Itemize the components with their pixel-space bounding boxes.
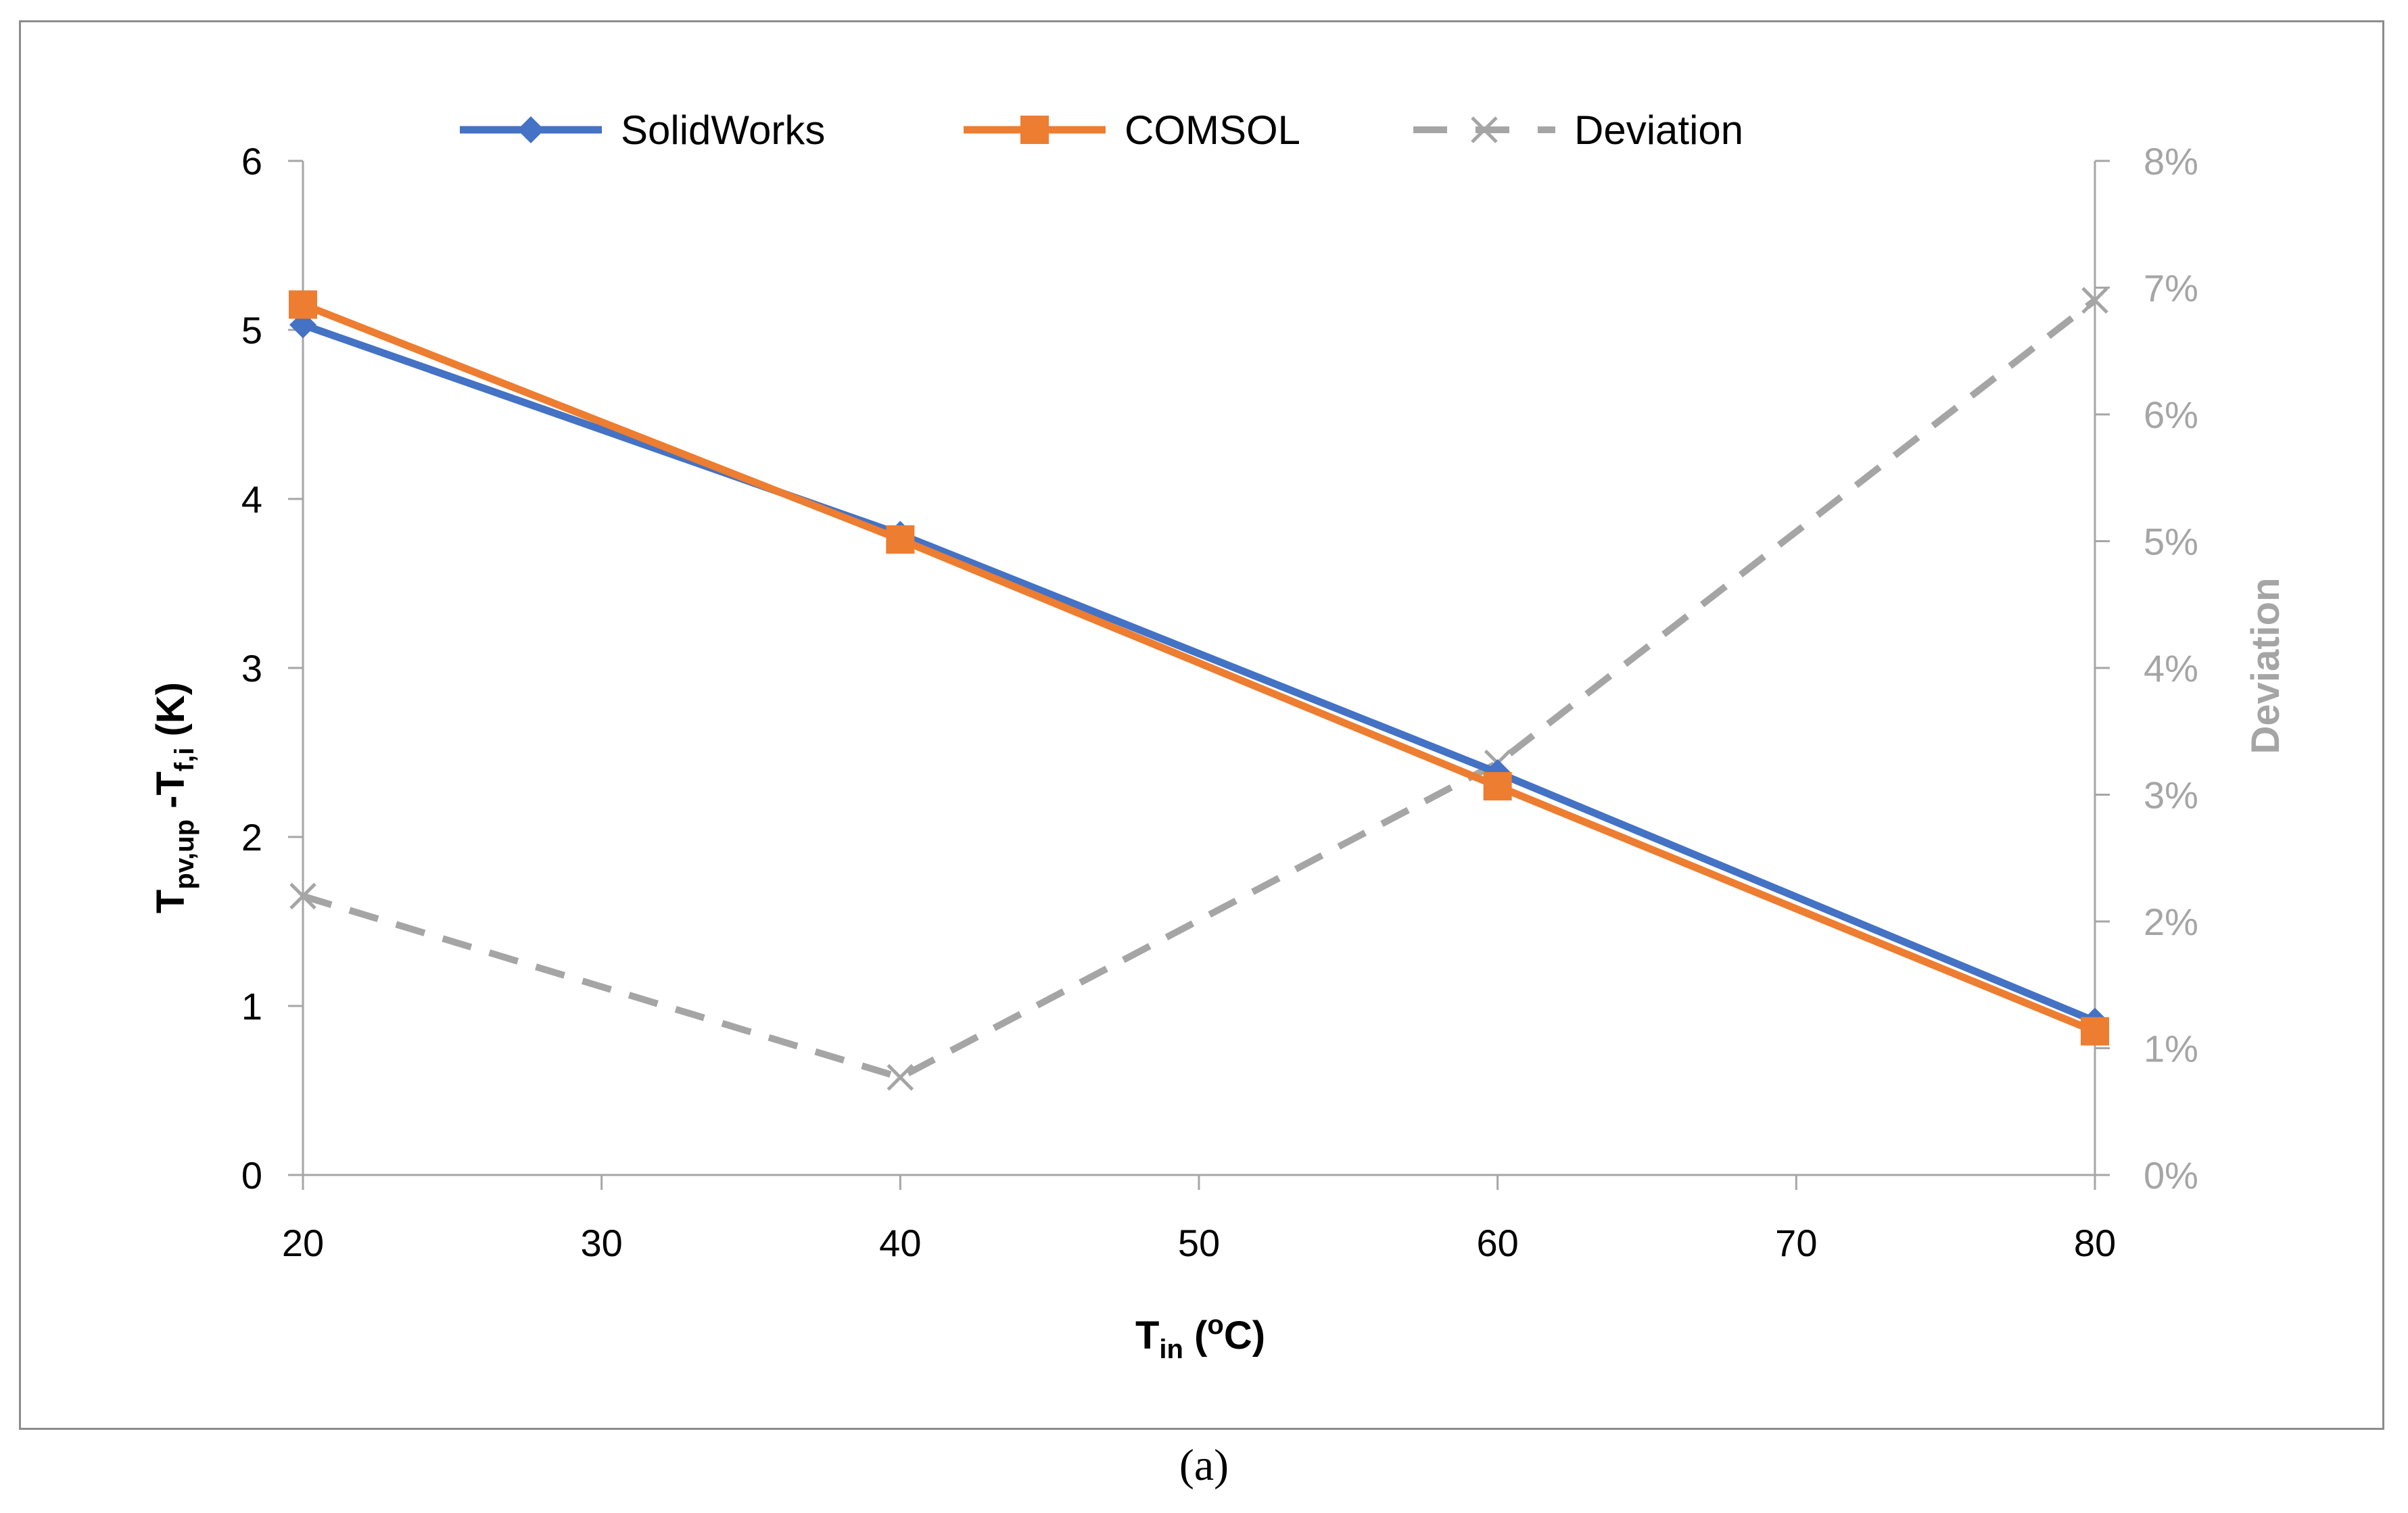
y-left-tick-label: 3 xyxy=(241,647,262,690)
y-left-tick-label: 1 xyxy=(241,985,262,1028)
y-axis-right-title: Deviation xyxy=(2244,577,2288,754)
series-layer xyxy=(289,287,2109,1091)
y-right-tick-label: 2% xyxy=(2144,900,2198,943)
x-axis-title-sub: in xyxy=(1159,1335,1183,1364)
legend-label: COMSOL xyxy=(1125,107,1300,153)
x-marker-stroke xyxy=(289,882,316,910)
legend-marker xyxy=(1020,116,1049,144)
data-point-deviation xyxy=(887,1063,914,1091)
series-line-solidworks xyxy=(302,321,2097,1025)
y-right-tick-label: 5% xyxy=(2144,521,2198,563)
figure-caption: (a) xyxy=(1179,1441,1229,1490)
x-tick-label: 70 xyxy=(1775,1222,1817,1264)
y-right-tick-label: 1% xyxy=(2144,1028,2198,1070)
y-axis-left-title-main: T xyxy=(149,890,193,913)
y-right-tick-label: 4% xyxy=(2144,647,2198,690)
x-axis-title-close: C) xyxy=(1224,1314,1265,1358)
y-axis-left-title-rest: (K) xyxy=(149,682,193,748)
y-right-tick-label: 6% xyxy=(2144,393,2198,436)
legend-entry-comsol: COMSOL xyxy=(964,107,1300,153)
x-tick-label: 50 xyxy=(1178,1222,1220,1264)
legend-label: Deviation xyxy=(1574,107,1743,153)
data-point-deviation xyxy=(2081,287,2108,314)
series-line-comsol xyxy=(301,301,2097,1035)
x-axis-title-open: ( xyxy=(1183,1314,1208,1358)
y-right-tick-label: 7% xyxy=(2144,267,2198,310)
y-left-tick-label: 4 xyxy=(241,478,262,521)
y-axis-left-title-sub1: pv,up xyxy=(170,819,199,890)
x-tick-label: 80 xyxy=(2074,1222,2116,1264)
data-point-comsol xyxy=(886,525,915,554)
y-right-tick-label: 8% xyxy=(2144,140,2198,183)
data-point-comsol xyxy=(2081,1017,2109,1046)
legend-marker xyxy=(517,116,544,143)
series-comsol xyxy=(289,290,2109,1046)
legend-label: SolidWorks xyxy=(621,107,825,153)
x-axis-title-main: T xyxy=(1135,1314,1159,1358)
y-axis-left-title-sub2: f,i xyxy=(170,748,199,772)
chart-frame xyxy=(19,20,2384,1430)
x-axis-title-sup: o xyxy=(1207,1310,1223,1340)
y-left-tick-label: 2 xyxy=(241,816,262,859)
x-tick-label: 30 xyxy=(581,1222,623,1264)
x-marker-stroke xyxy=(1471,116,1498,143)
y-left-tick-label: 0 xyxy=(241,1154,262,1197)
y-right-tick-label: 0% xyxy=(2144,1154,2198,1197)
series-line-deviation xyxy=(302,297,2098,1081)
y-right-tick-label: 3% xyxy=(2144,774,2198,817)
x-tick-label: 60 xyxy=(1477,1222,1519,1264)
legend-marker xyxy=(1471,116,1498,143)
y-axis-left-title-mid: -T xyxy=(149,771,193,819)
y-axis-left-title: Tpv,up -Tf,i (K) xyxy=(149,682,199,913)
x-tick-label: 40 xyxy=(879,1222,921,1264)
legend-entry-solidworks: SolidWorks xyxy=(460,107,825,153)
x-marker-stroke xyxy=(887,1063,914,1091)
data-point-comsol xyxy=(289,290,317,319)
legend: SolidWorks COMSOL Deviation xyxy=(460,107,1743,153)
legend-entry-deviation: Deviation xyxy=(1413,107,1743,153)
x-axis-title: Tin (oC) xyxy=(1135,1310,1265,1364)
axes: 0 1 2 3 4 5 6 0% 1% 2% 3% 4% 5% 6% 7% 8% 20 30 40 50 60 70 80 xyxy=(241,140,2198,1264)
y-left-tick-label: 5 xyxy=(241,309,262,352)
data-point-deviation xyxy=(289,882,316,910)
y-left-tick-label: 6 xyxy=(241,140,262,183)
x-marker-stroke xyxy=(2081,287,2108,314)
data-point-comsol xyxy=(1483,772,1512,800)
x-tick-label: 20 xyxy=(282,1222,324,1264)
